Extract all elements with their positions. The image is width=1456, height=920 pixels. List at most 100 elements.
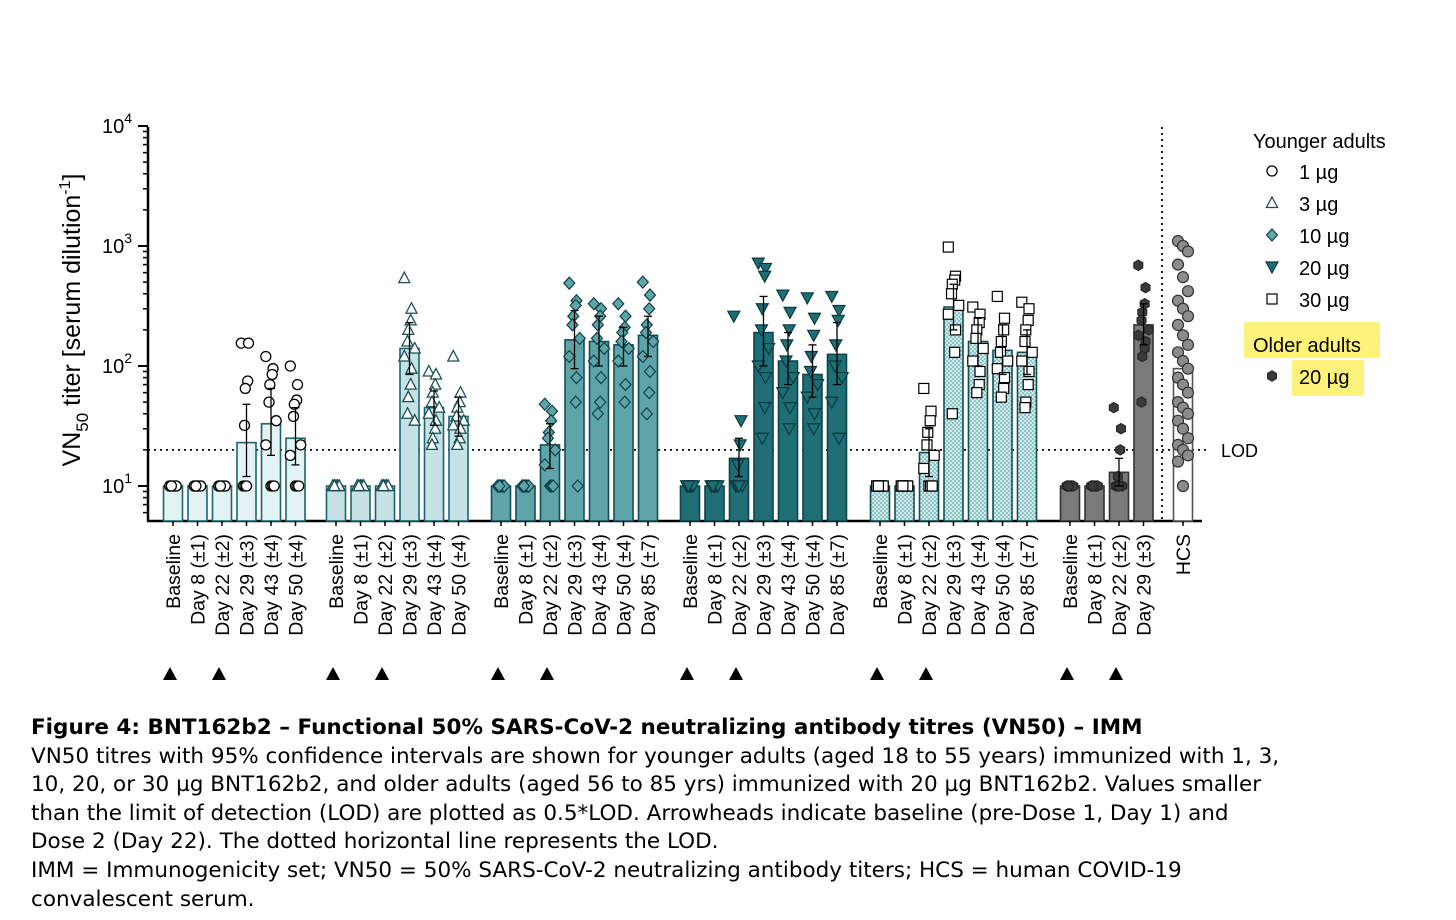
triangle-down-marker [758,372,773,385]
x-tick-label: Day 29 (±3) [565,534,587,636]
error-bar [759,295,768,367]
data-point [800,292,815,306]
circle-marker [284,360,296,372]
data-point [946,408,958,420]
data-point [1181,245,1195,258]
x-tick-label: Day 29 (±3) [1134,534,1156,636]
diamond-marker [591,406,605,421]
data-point [571,479,585,493]
data-point [165,480,178,492]
x-tick-label: Day 50 (±4) [286,534,308,636]
triangle-down-marker [726,310,741,324]
circle-marker [263,396,275,408]
square-marker [1019,335,1031,348]
circle-marker [266,368,278,381]
x-tick-label: Day 22 (±2) [540,534,562,636]
data-point [622,341,636,356]
hexagon-marker [1267,370,1277,382]
data-point [587,354,601,368]
data-point [266,368,278,381]
square-marker [945,288,958,300]
triangle-marker [450,437,464,451]
data-point [1181,386,1195,399]
data-point [757,270,772,284]
triangle-marker [400,406,415,419]
x-tick-label: Day 22 (±2) [919,534,941,636]
hexagon-marker [1133,259,1144,272]
triangle-marker [425,394,439,408]
x-tick-label: Day 43 (±4) [424,534,446,636]
diamond-marker [593,395,607,410]
diamond-marker [541,431,555,446]
data-point [569,395,583,410]
diamond-marker [1265,228,1279,242]
triangle-marker [425,437,439,451]
data-point [288,398,300,410]
caption-line-6: convalescent serum. [31,886,255,912]
triangle-marker [432,400,446,413]
diamond-marker [591,318,605,332]
diamond-marker [619,377,632,392]
data-point [998,324,1010,336]
error-bar [998,324,1007,376]
circle-marker [238,419,251,432]
error-bar [735,437,743,478]
data-point [401,389,415,403]
data-point [758,262,773,276]
data-point [590,331,604,346]
data-point [293,480,305,492]
arrowhead-marker [870,667,884,680]
triangle-down-marker [733,439,748,453]
data-point [1026,346,1038,358]
data-point [284,449,296,462]
x-tick-label: Baseline [870,534,892,609]
data-point [450,437,464,451]
diamond-marker [642,301,656,316]
data-point [967,355,979,367]
lod-label: LOD [1221,441,1258,461]
circle-marker [242,337,255,349]
data-point [643,288,657,302]
data-point [974,365,986,378]
data-point [214,480,227,492]
data-point [803,365,818,379]
diamond-marker [569,395,583,410]
highlight-older-title [1244,322,1380,358]
data-point [1265,228,1279,242]
arrowhead-marker [680,667,694,680]
triangle-down-marker [779,339,794,353]
diamond-marker [493,479,506,493]
data-point [284,360,296,372]
data-point [1002,355,1014,367]
data-point [190,480,202,492]
diamond-marker [597,341,611,356]
data-point [1265,195,1279,209]
square-marker [977,342,989,355]
x-tick-label: Day 85 (±7) [827,534,849,636]
square-marker [918,382,930,395]
triangle-marker [422,364,436,377]
data-point [1176,422,1190,435]
data-point [287,410,300,423]
legend-label: 3 µg [1299,194,1338,216]
data-point [404,361,419,374]
hcs-marker [1181,386,1195,399]
data-point [804,350,819,364]
caption-line-2: 10, 20, or 30 µg BNT162b2, and older adu… [31,772,1262,798]
data-point [998,312,1011,324]
data-point [1181,338,1195,351]
data-point [831,432,847,446]
data-point [1176,479,1190,493]
hcs-marker [1181,310,1195,323]
triangle-down-marker [733,415,749,428]
circle-marker [240,480,253,492]
x-tick-label: Day 43 (±4) [261,534,283,636]
circle-marker [284,449,296,462]
triangle-down-marker [755,432,770,446]
square-marker [1002,355,1014,367]
data-point [639,325,653,340]
data-point [352,478,366,492]
x-tick-label: Day 50 (±4) [993,534,1015,636]
data-point [831,314,846,328]
data-point [517,479,531,493]
